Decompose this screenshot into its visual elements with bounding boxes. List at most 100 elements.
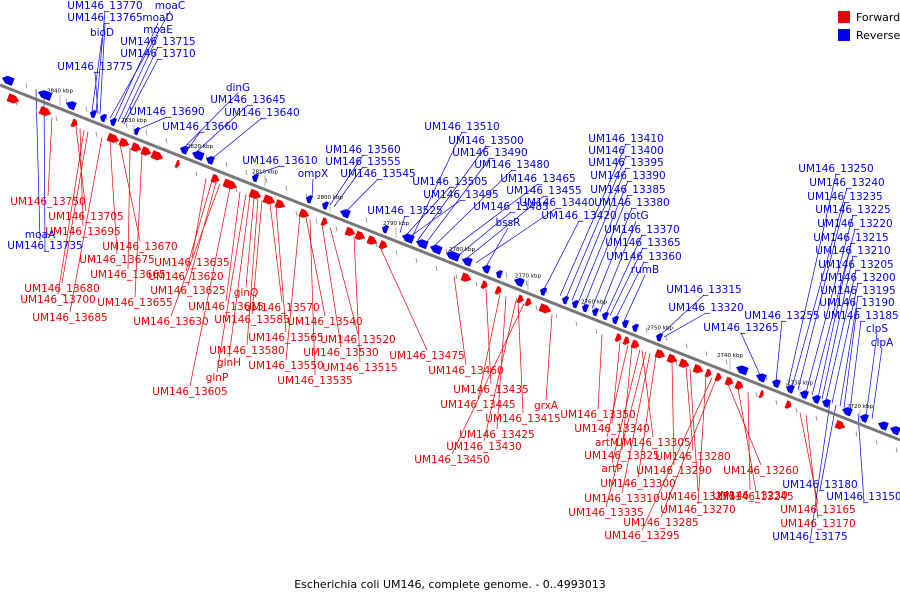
- reverse-gene-arrow: [772, 379, 781, 389]
- gene-label: UM146_13435: [453, 384, 528, 396]
- reverse-gene-arrow: [602, 311, 610, 321]
- tick-mark-upper: [365, 217, 368, 223]
- leader-line: [228, 195, 251, 358]
- gene-label: UM146_13685: [32, 312, 107, 324]
- gene-label: UM146_13180: [782, 479, 857, 491]
- reverse-gene-arrow: [632, 323, 640, 333]
- genome-backbone: [0, 83, 900, 442]
- gene-label: UM146_13505: [412, 176, 487, 188]
- reverse-gene-arrow: [582, 303, 590, 313]
- gene-label: UM146_13765: [67, 12, 142, 24]
- tick-mark-lower: [595, 328, 598, 335]
- gene-label: UM146_13695: [45, 226, 120, 238]
- forward-gene-arrow: [320, 217, 328, 226]
- leader-line: [121, 46, 159, 124]
- reverse-gene-arrow: [572, 300, 580, 309]
- gene-label: UM146_13320: [668, 302, 743, 314]
- forward-gene-arrow: [724, 376, 734, 386]
- leader-line: [623, 274, 646, 322]
- leader-line: [119, 144, 141, 242]
- reverse-swatch: [838, 29, 850, 41]
- kbp-label: 2750 kbp: [647, 325, 673, 331]
- gene-label: UM146_13415: [485, 413, 560, 425]
- gene-label: UM146_13660: [162, 121, 237, 133]
- leader-line: [831, 282, 859, 404]
- leader-line: [405, 186, 451, 236]
- forward-gene-arrow: [118, 137, 130, 147]
- leader-line: [189, 187, 231, 387]
- forward-gene-arrow: [654, 349, 666, 359]
- gene-label: UM146_13715: [120, 36, 195, 48]
- gene-label: UM146_13185: [823, 310, 898, 322]
- leader-line: [839, 295, 859, 407]
- gene-label: UM146_13370: [604, 224, 679, 236]
- leader-line: [134, 152, 143, 298]
- gene-label: moaE: [143, 24, 173, 36]
- forward-gene-arrow: [38, 106, 52, 117]
- leader-line: [611, 349, 641, 464]
- leader-line: [775, 320, 783, 382]
- leader-line: [477, 294, 501, 400]
- leader-line: [353, 236, 361, 363]
- gene-label: UM146_13560: [325, 144, 400, 156]
- tick-mark-lower: [815, 415, 818, 421]
- tick-mark-upper: [645, 327, 648, 333]
- leader-line: [597, 334, 603, 410]
- forward-gene-arrow: [692, 364, 704, 374]
- gene-label: UM146_13400: [588, 145, 663, 157]
- reverse-gene-arrow: [860, 413, 869, 423]
- forward-gene-arrow: [666, 353, 678, 364]
- gene-label: bssR: [496, 217, 521, 229]
- tick-mark-upper: [25, 83, 28, 89]
- leader-line: [819, 404, 837, 491]
- leader-line: [485, 227, 509, 267]
- leader-line: [123, 58, 159, 125]
- gene-label: UM146_13485: [473, 201, 548, 213]
- forward-gene-arrow: [516, 294, 524, 304]
- forward-gene-arrow: [734, 380, 744, 390]
- gene-label: UM146_13450: [414, 454, 489, 466]
- leader-line: [211, 117, 263, 159]
- leader-line: [183, 92, 239, 148]
- leader-line: [545, 314, 553, 401]
- leader-line: [843, 307, 858, 408]
- gene-label: UM146_13580: [209, 345, 284, 357]
- gene-label: UM146_13280: [655, 451, 730, 463]
- gene-label: UM146_13670: [102, 241, 177, 253]
- backbone-line: [0, 83, 900, 442]
- reverse-gene-arrow: [430, 244, 443, 255]
- leader-line: [113, 22, 159, 121]
- leader-line: [615, 261, 645, 319]
- gene-label: UM146_13410: [588, 133, 663, 145]
- gene-label: UM146_13550: [248, 360, 323, 372]
- forward-gene-arrow: [70, 118, 78, 128]
- gene-label: artM: [595, 437, 619, 449]
- leader-line: [453, 276, 467, 366]
- tick-mark-upper: [665, 335, 668, 341]
- kbp-label: 2760 kbp: [581, 299, 607, 305]
- tick-mark-upper: [285, 185, 288, 191]
- kbp-label: 2840 kbp: [47, 89, 73, 95]
- leader-line: [825, 269, 857, 401]
- tick-mark-upper: [245, 169, 248, 176]
- gene-label: UM146_13500: [448, 135, 523, 147]
- gene-label: UM146_13395: [588, 157, 663, 169]
- reverse-gene-arrow: [38, 90, 53, 101]
- forward-gene-arrow: [130, 142, 142, 152]
- reverse-gene-arrow: [2, 75, 15, 86]
- forward-gene-arrow: [140, 146, 152, 156]
- leader-line: [849, 320, 862, 411]
- gene-label: UM146_13645: [210, 94, 285, 106]
- leader-line: [94, 71, 99, 114]
- leader-line: [109, 140, 118, 255]
- leader-line: [191, 178, 207, 258]
- leader-line: [329, 154, 364, 206]
- tick-mark-lower: [415, 257, 418, 264]
- gene-label: UM146_13350: [560, 409, 635, 421]
- tick-mark-upper: [725, 359, 728, 365]
- leader-line: [660, 379, 717, 518]
- gene-label: UM146_13195: [820, 285, 895, 297]
- tick-mark-upper: [505, 272, 508, 278]
- gene-label: UM146_13385: [590, 184, 665, 196]
